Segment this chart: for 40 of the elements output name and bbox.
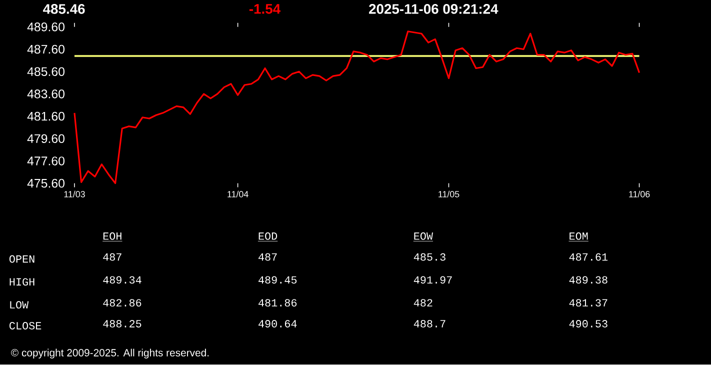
text: 490.64 <box>258 320 297 328</box>
category-label: EOH <box>103 232 122 240</box>
y-tick-label: 481.60 <box>27 112 65 121</box>
text: 489.38 <box>569 276 608 284</box>
text: 487 <box>258 254 277 261</box>
x-tick-label: 11/06 <box>629 190 650 198</box>
category-label: EOW <box>414 232 433 240</box>
y-tick-label: 479.60 <box>27 134 65 144</box>
category-label: HIGH <box>10 278 34 286</box>
text: -1.54 <box>249 4 281 14</box>
y-tick-label: 485.60 <box>27 67 65 76</box>
text: 482 <box>414 299 432 307</box>
text: 488.7 <box>414 320 446 328</box>
category-label: EOM <box>570 232 588 240</box>
text: 489.45 <box>258 276 297 284</box>
text: 485.46 <box>43 4 85 14</box>
category-label: LOW <box>10 301 29 309</box>
y-tick-label: 487.60 <box>27 45 65 54</box>
category-label: CLOSE <box>10 322 42 330</box>
text: 485.3 <box>414 254 446 261</box>
text: 481.37 <box>569 299 608 307</box>
x-tick-label: 11/04 <box>228 190 248 198</box>
text: 491.97 <box>414 276 452 284</box>
y-tick-label: 483.60 <box>27 90 65 99</box>
x-tick-label: 11/03 <box>64 190 85 198</box>
text: © copyright 2009-2025. All rights reserved. <box>11 348 209 359</box>
y-tick-label: 475.60 <box>27 179 65 188</box>
x-tick-label: 11/05 <box>438 190 460 198</box>
y-tick-label: 489.60 <box>27 22 65 32</box>
text: 481.86 <box>258 299 297 307</box>
text: 487.61 <box>569 254 608 261</box>
text: 490.53 <box>569 320 608 328</box>
text: 2025-11-06 09:21:24 <box>369 4 498 14</box>
category-label: OPEN <box>9 255 34 263</box>
text: 487 <box>103 254 122 261</box>
y-tick-label: 477.60 <box>27 156 65 166</box>
text: 482.86 <box>103 299 142 307</box>
category-label: EOD <box>258 232 278 240</box>
text: 488.25 <box>103 320 142 328</box>
text: 489.34 <box>103 276 142 284</box>
